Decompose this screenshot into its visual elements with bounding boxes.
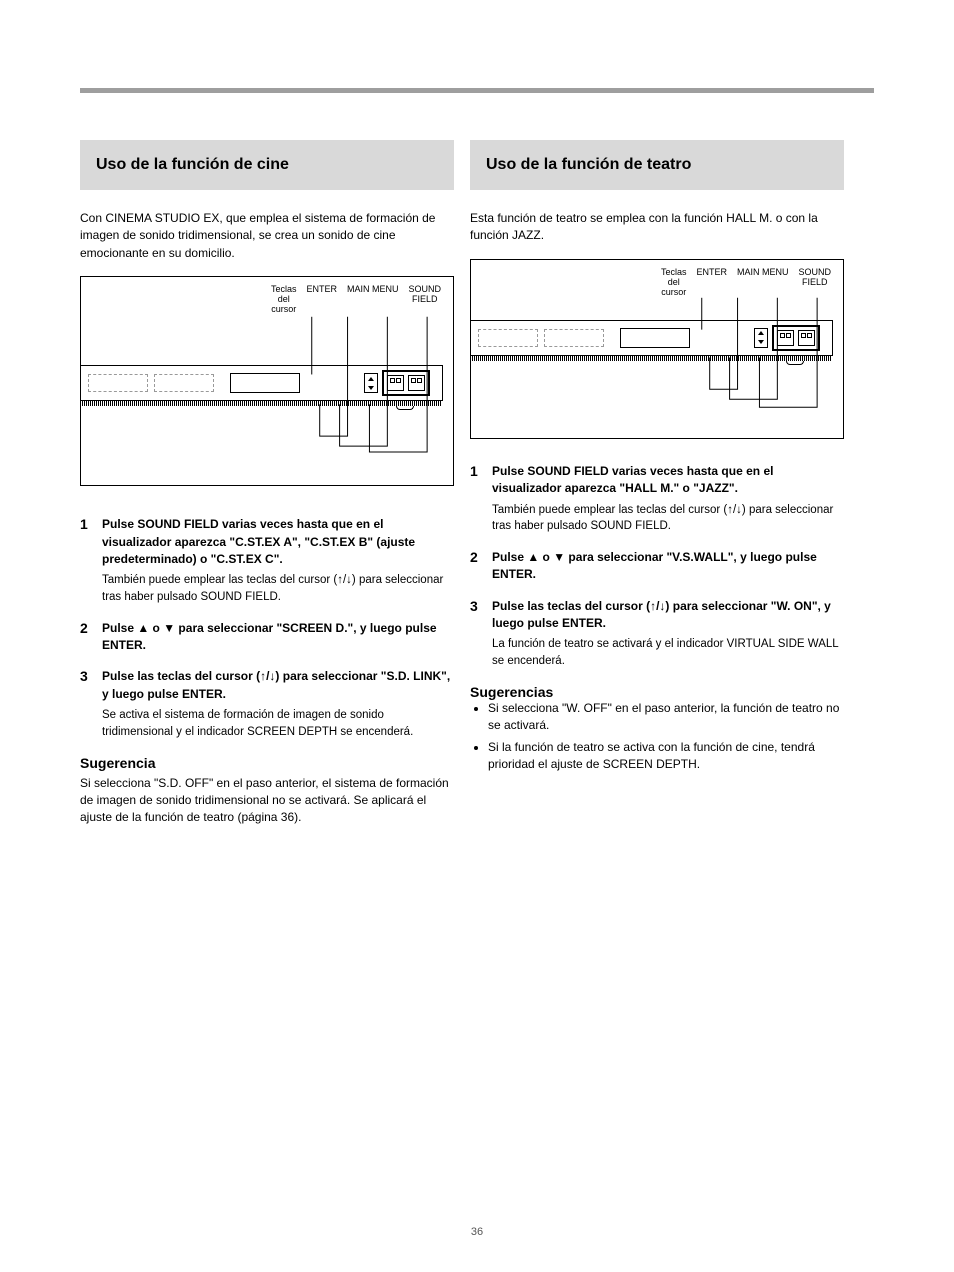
device-figure-right: Teclas del cursor ENTER MAIN MENU SOUND … xyxy=(470,259,844,439)
power-inlet xyxy=(772,325,820,351)
intro-text-right: Esta función de teatro se emplea con la … xyxy=(470,210,844,245)
step-number: 3 xyxy=(80,668,94,740)
device-figure-left: Teclas del cursor ENTER MAIN MENU SOUND … xyxy=(80,276,454,486)
step-sub: También puede emplear las teclas del cur… xyxy=(102,572,454,605)
left-column: Uso de la función de cine Con CINEMA STU… xyxy=(80,140,454,827)
fig-label: ENTER xyxy=(306,285,337,315)
fig-label: SOUND FIELD xyxy=(408,285,441,315)
step-1: 1 Pulse SOUND FIELD varias veces hasta q… xyxy=(80,516,454,606)
cursor-buttons xyxy=(364,373,378,393)
fig-label: Teclas del cursor xyxy=(661,268,687,298)
tip-item: Si selecciona "W. OFF" en el paso anteri… xyxy=(488,700,844,735)
fig-label: MAIN MENU xyxy=(347,285,399,315)
tip-label: Sugerencia xyxy=(80,755,155,771)
tip-block-left: Sugerencia Si selecciona "S.D. OFF" en e… xyxy=(80,755,454,827)
step-sub: La función de teatro se activará y el in… xyxy=(492,636,844,669)
step-1: 1 Pulse SOUND FIELD varias veces hasta q… xyxy=(470,463,844,535)
intro-text-left: Con CINEMA STUDIO EX, que emplea el sist… xyxy=(80,210,454,262)
fig-label: SOUND FIELD xyxy=(798,268,831,298)
power-inlet xyxy=(382,370,430,396)
fig-label: Teclas del cursor xyxy=(271,285,297,315)
section-title: Uso de la función de cine xyxy=(96,156,289,174)
step-3: 3 Pulse las teclas del cursor (↑/↓) para… xyxy=(470,598,844,670)
tip-body: Si selecciona "S.D. OFF" en el paso ante… xyxy=(80,775,454,827)
cursor-buttons xyxy=(754,328,768,348)
step-number: 2 xyxy=(470,549,484,584)
tip-item: Si la función de teatro se activa con la… xyxy=(488,739,844,774)
step-2: 2 Pulse ▲ o ▼ para seleccionar "SCREEN D… xyxy=(80,620,454,655)
tips-label: Sugerencias xyxy=(470,684,553,700)
step-text: Pulse SOUND FIELD varias veces hasta que… xyxy=(492,464,773,495)
step-number: 1 xyxy=(470,463,484,535)
fig-label: ENTER xyxy=(696,268,727,298)
step-text: Pulse ▲ o ▼ para seleccionar "SCREEN D."… xyxy=(102,621,437,652)
lcd-display xyxy=(620,328,690,348)
fig-label: MAIN MENU xyxy=(737,268,789,298)
page-number: 36 xyxy=(0,1226,954,1238)
top-rule xyxy=(80,88,874,93)
step-text: Pulse SOUND FIELD varias veces hasta que… xyxy=(102,517,415,566)
step-number: 3 xyxy=(470,598,484,670)
step-2: 2 Pulse ▲ o ▼ para seleccionar "V.S.WALL… xyxy=(470,549,844,584)
lcd-display xyxy=(230,373,300,393)
tips-block-right: Sugerencias Si selecciona "W. OFF" en el… xyxy=(470,684,844,774)
step-sub: Se activa el sistema de formación de ima… xyxy=(102,707,454,740)
step-number: 1 xyxy=(80,516,94,606)
step-text: Pulse las teclas del cursor (↑/↓) para s… xyxy=(102,669,450,700)
step-sub: También puede emplear las teclas del cur… xyxy=(492,502,844,535)
step-number: 2 xyxy=(80,620,94,655)
section-header-teatro: Uso de la función de teatro xyxy=(470,140,844,190)
step-3: 3 Pulse las teclas del cursor (↑/↓) para… xyxy=(80,668,454,740)
step-text: Pulse las teclas del cursor (↑/↓) para s… xyxy=(492,599,831,630)
right-column: Uso de la función de teatro Esta función… xyxy=(470,140,844,777)
section-header-cine: Uso de la función de cine xyxy=(80,140,454,190)
step-text: Pulse ▲ o ▼ para seleccionar "V.S.WALL",… xyxy=(492,550,817,581)
section-title: Uso de la función de teatro xyxy=(486,156,691,174)
